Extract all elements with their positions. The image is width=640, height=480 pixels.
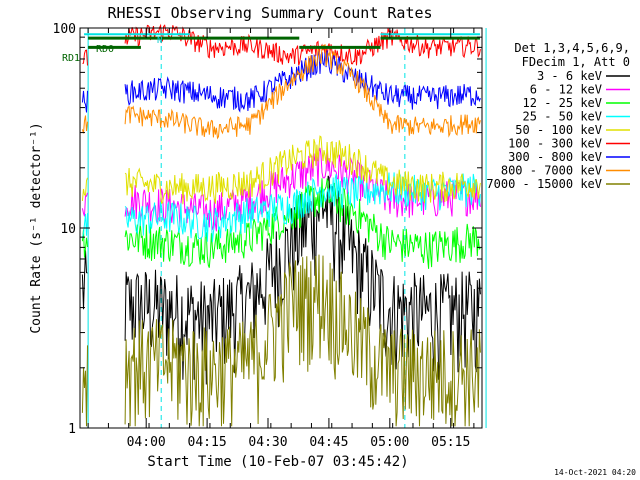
series-line-0 [81, 175, 481, 385]
legend-label-5: 100 - 300 keV [508, 137, 602, 151]
chart-title: RHESSI Observing Summary Count Rates [107, 4, 432, 22]
series-3 [81, 172, 481, 243]
x-axis: 04:00 04:15 04:30 04:45 05:00 05:15 [87, 28, 475, 450]
legend-header-fdecim: FDecim 1, Att 0 [522, 55, 630, 69]
x-tick-label: 04:30 [248, 435, 287, 450]
legend-header-detectors: Det 1,3,4,5,6,9, [514, 41, 630, 55]
series-line-8 [81, 254, 481, 427]
y-tick-label: 10 [60, 222, 76, 237]
y-axis: 1 10 100 [53, 22, 482, 437]
series-line-3 [81, 172, 481, 243]
legend-label-1: 6 - 12 keV [530, 83, 602, 97]
y-axis-label: Count Rate (s⁻¹ detector⁻¹) [29, 122, 44, 333]
x-tick-label: 04:00 [127, 435, 166, 450]
marker-rd1: RD1 [62, 53, 80, 64]
series-8 [81, 254, 481, 427]
y-tick-label: 1 [68, 422, 76, 437]
marker-labels: RD0 RD1 N [62, 36, 162, 64]
legend-label-3: 25 - 50 keV [523, 110, 602, 124]
marker-n: N [157, 36, 162, 46]
threshold-lines [84, 33, 480, 49]
x-axis-label: Start Time (10-Feb-07 03:45:42) [147, 454, 408, 470]
legend-label-2: 12 - 25 keV [523, 96, 602, 110]
legend-label-4: 50 - 100 keV [515, 123, 602, 137]
legend-label-6: 300 - 800 keV [508, 150, 602, 164]
legend-label-8: 7000 - 15000 keV [486, 177, 602, 191]
series-layer [81, 23, 481, 427]
series-line-6 [81, 49, 481, 113]
x-tick-label: 05:00 [370, 435, 409, 450]
x-tick-label: 05:15 [431, 435, 470, 450]
series-6 [81, 49, 481, 113]
interval-lines [87, 28, 487, 428]
legend-label-0: 3 - 6 keV [537, 69, 602, 83]
series-4 [81, 135, 481, 205]
x-tick-label: 04:15 [188, 435, 227, 450]
y-tick-label: 100 [53, 22, 76, 37]
legend-label-7: 800 - 7000 keV [501, 164, 602, 178]
date-stamp: 14-Oct-2021 04:20 [554, 468, 636, 477]
x-tick-label: 04:45 [309, 435, 348, 450]
legend: Det 1,3,4,5,6,9, FDecim 1, Att 0 3 - 6 k… [486, 41, 630, 191]
series-line-4 [81, 135, 481, 205]
marker-rd0: RD0 [96, 44, 114, 55]
series-0 [81, 175, 481, 385]
